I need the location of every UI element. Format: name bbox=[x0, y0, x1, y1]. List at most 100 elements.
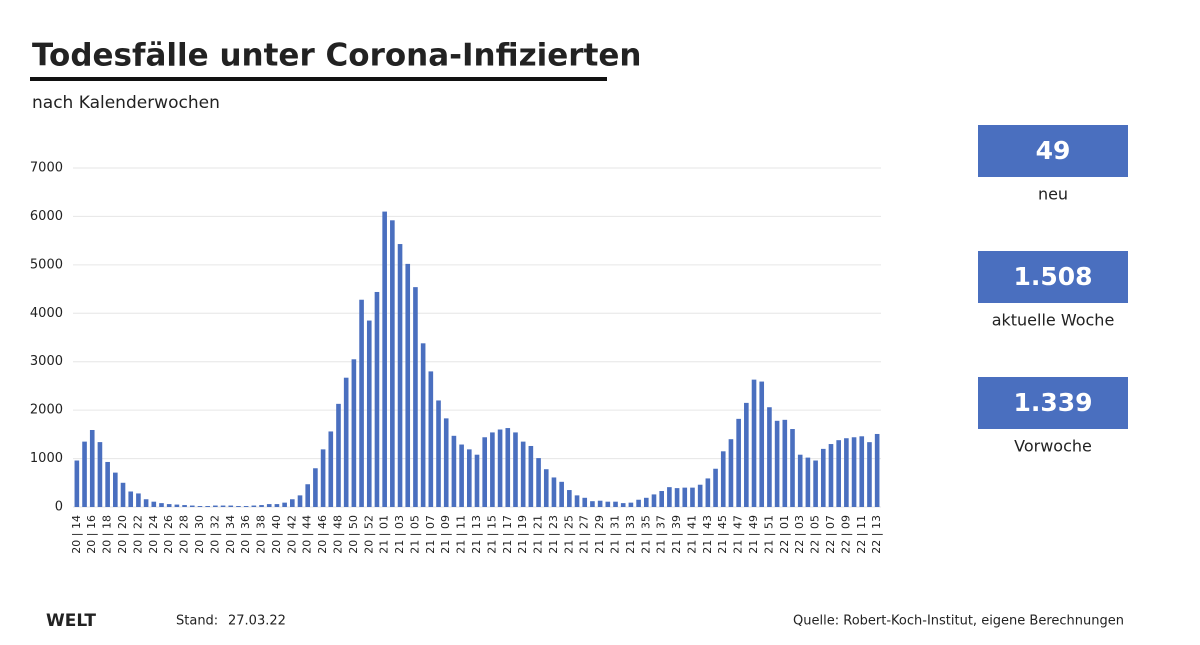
bar bbox=[790, 429, 795, 507]
bar bbox=[159, 503, 164, 507]
bar bbox=[166, 504, 172, 507]
bar bbox=[182, 505, 187, 507]
x-tick-label: 20 | 38 bbox=[255, 515, 268, 554]
x-tick-label: 21 | 19 bbox=[516, 515, 529, 554]
bar bbox=[628, 502, 634, 507]
bar bbox=[313, 468, 318, 507]
bar bbox=[820, 448, 826, 507]
x-tick-label: 21 | 49 bbox=[747, 515, 760, 554]
bar bbox=[251, 505, 257, 507]
bar bbox=[120, 482, 126, 507]
x-tick-label: 20 | 14 bbox=[70, 515, 83, 554]
bar bbox=[605, 501, 611, 507]
bar bbox=[328, 431, 334, 507]
x-tick-label: 20 | 42 bbox=[285, 515, 298, 554]
bar bbox=[197, 506, 203, 507]
bar bbox=[720, 451, 726, 507]
logo: WELT bbox=[46, 611, 96, 631]
bar bbox=[874, 433, 880, 507]
bar bbox=[213, 505, 218, 507]
bar bbox=[343, 377, 349, 507]
bar bbox=[366, 320, 372, 507]
bar bbox=[305, 484, 311, 507]
bar bbox=[859, 436, 865, 507]
x-tick-label: 20 | 18 bbox=[101, 515, 114, 554]
bar bbox=[513, 432, 518, 507]
x-tick-label: 22 | 01 bbox=[778, 515, 791, 554]
x-tick-label: 20 | 36 bbox=[239, 515, 252, 554]
bar bbox=[151, 501, 157, 507]
y-tick-label: 3000 bbox=[30, 354, 63, 369]
bar bbox=[490, 432, 495, 507]
bar bbox=[574, 495, 580, 507]
x-tick-label: 20 | 46 bbox=[316, 515, 329, 554]
bar bbox=[397, 244, 403, 508]
x-tick-label: 20 | 34 bbox=[224, 515, 237, 554]
bar bbox=[243, 506, 249, 507]
bar bbox=[728, 439, 734, 507]
x-tick-label: 21 | 09 bbox=[439, 515, 452, 554]
bar bbox=[851, 437, 857, 507]
stat-label: neu bbox=[1038, 185, 1068, 204]
x-tick-label: 21 | 07 bbox=[424, 515, 437, 554]
bar bbox=[582, 497, 588, 507]
y-tick-label: 2000 bbox=[30, 403, 63, 418]
x-tick-label: 21 | 51 bbox=[762, 515, 775, 554]
bar bbox=[74, 460, 80, 507]
bar bbox=[844, 438, 849, 507]
bar bbox=[297, 495, 303, 507]
bar bbox=[482, 437, 488, 507]
bar bbox=[713, 468, 718, 507]
bar bbox=[667, 487, 672, 507]
bar bbox=[266, 504, 272, 507]
bar bbox=[143, 499, 149, 507]
bar bbox=[413, 287, 418, 507]
bar bbox=[613, 501, 618, 507]
bar bbox=[705, 478, 711, 507]
stat-box bbox=[978, 125, 1128, 177]
x-tick-label: 20 | 40 bbox=[270, 515, 283, 554]
bar bbox=[813, 460, 818, 507]
bar bbox=[597, 500, 603, 507]
bar bbox=[736, 418, 741, 507]
bar bbox=[620, 503, 626, 507]
bar bbox=[774, 420, 780, 507]
x-tick-label: 21 | 37 bbox=[655, 515, 668, 554]
y-tick-label: 1000 bbox=[30, 451, 63, 466]
x-tick-label: 21 | 33 bbox=[624, 515, 637, 554]
bar bbox=[451, 435, 457, 507]
stat-box bbox=[978, 251, 1128, 303]
x-tick-label: 21 | 01 bbox=[378, 515, 391, 554]
bar bbox=[551, 477, 557, 507]
bar bbox=[867, 442, 872, 507]
bar bbox=[205, 506, 210, 507]
bar bbox=[767, 407, 772, 507]
bar bbox=[236, 506, 241, 507]
x-tick-label: 21 | 45 bbox=[716, 515, 729, 554]
y-tick-label: 5000 bbox=[30, 257, 63, 272]
stat-label: Vorwoche bbox=[1014, 437, 1092, 456]
chart-title: Todesfälle unter Corona-Infizierten bbox=[32, 38, 642, 74]
bar bbox=[382, 211, 387, 508]
bar bbox=[744, 402, 749, 507]
bar bbox=[82, 441, 87, 507]
x-tick-label: 22 | 07 bbox=[824, 515, 837, 554]
bar bbox=[320, 449, 326, 507]
x-tick-label: 21 | 23 bbox=[547, 515, 560, 554]
bar bbox=[113, 472, 118, 507]
x-tick-label: 20 | 52 bbox=[362, 515, 375, 554]
bar bbox=[336, 403, 341, 507]
stand-label: Stand: bbox=[176, 614, 218, 629]
x-tick-label: 21 | 03 bbox=[393, 515, 406, 554]
bar bbox=[497, 429, 503, 507]
bar bbox=[536, 458, 541, 507]
bar bbox=[836, 440, 841, 507]
bar bbox=[520, 441, 526, 507]
x-tick-label: 20 | 30 bbox=[193, 515, 206, 554]
y-tick-label: 7000 bbox=[30, 161, 63, 176]
x-tick-label: 21 | 17 bbox=[501, 515, 514, 554]
stat-value: 1.339 bbox=[1013, 388, 1092, 417]
bar bbox=[105, 461, 110, 507]
bar bbox=[751, 379, 757, 507]
